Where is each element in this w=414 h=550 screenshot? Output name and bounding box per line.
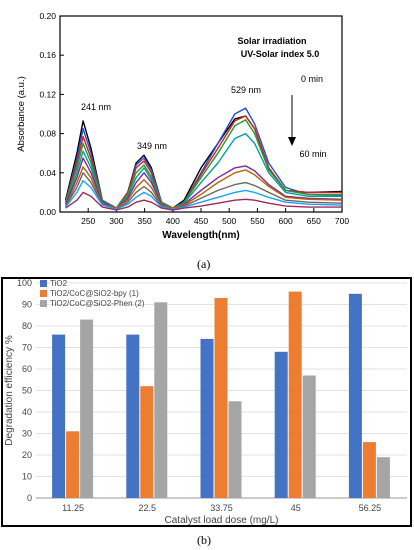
x-tick-label: 550: [250, 216, 264, 226]
y-tick-label: 50: [22, 386, 32, 396]
bar: [200, 338, 214, 498]
x-tick-label: 250: [81, 216, 95, 226]
bar: [362, 442, 376, 498]
bar: [66, 431, 80, 498]
legend-label: TiO2/CoC@SiO2-Phen (2): [50, 299, 145, 308]
caption-b: (b): [197, 533, 211, 547]
y-tick-label: 10: [22, 472, 32, 482]
bar: [302, 375, 316, 498]
x-tick-label: 22.5: [139, 503, 157, 513]
bar: [376, 457, 390, 498]
y-tick-label: 90: [22, 300, 32, 310]
x-tick-label: 300: [109, 216, 123, 226]
caption-a: (a): [197, 257, 211, 271]
spectrum-line: [64, 166, 343, 209]
bar: [348, 293, 362, 499]
y-tick-label: 0.20: [39, 11, 56, 21]
figure-border: [1, 277, 412, 527]
y-tick-label: 20: [22, 450, 32, 460]
bar: [140, 386, 154, 498]
degradation-efficiency-chart: 0 10 20 30 40 50 60 70 80 90 100 11.25 22.5 33.75 45 56…: [1, 277, 412, 527]
x-axis-label: Wavelength(nm): [162, 230, 239, 241]
x-tick-label: 650: [307, 216, 321, 226]
bar: [80, 319, 94, 498]
bar: [154, 302, 168, 498]
peak-label: 241 nm: [81, 102, 111, 112]
bar: [214, 298, 228, 498]
time-end-label: 60 min: [299, 149, 326, 159]
bar: [274, 351, 288, 498]
y-tick-label: 80: [22, 321, 32, 331]
x-tick-label: 350: [138, 216, 152, 226]
x-axis-label: Catalyst load dose (mg/L): [165, 515, 279, 526]
y-tick-label: 40: [22, 407, 32, 417]
legend-label: TiO2: [50, 279, 68, 288]
y-tick-label: 0.04: [39, 168, 56, 178]
bar: [228, 401, 242, 499]
legend-label: TiO2/CoC@SiO2-bpy (1): [50, 289, 139, 298]
y-tick-label: 70: [22, 343, 32, 353]
y-tick-label: 0: [27, 493, 32, 503]
y-axis-label: Absorbance (a.u.): [16, 76, 27, 152]
y-tick-label: 0.00: [39, 207, 56, 217]
time-arrow-head: [288, 137, 296, 146]
spectrum-line: [65, 191, 342, 211]
x-tick-label: 11.25: [62, 503, 84, 513]
legend-swatch: [40, 290, 47, 297]
y-tick-label: 60: [22, 364, 32, 374]
y-tick-label: 30: [22, 429, 32, 439]
time-start-label: 0 min: [301, 74, 323, 84]
x-tick-label: 700: [335, 216, 349, 226]
bar: [126, 334, 140, 498]
x-tick-label: 450: [194, 216, 208, 226]
x-tick-label: 600: [279, 216, 293, 226]
x-tick-label: 45: [291, 503, 301, 513]
x-tick-label: 400: [166, 216, 180, 226]
y-tick-label: 0.16: [39, 50, 56, 60]
peak-label: 529 nm: [231, 85, 261, 95]
absorbance-spectrum-chart: 250 300 350 400 450 500 550 600 650 700 0.00 0.04 0.…: [16, 11, 349, 241]
bar: [288, 291, 302, 498]
y-tick-label: 0.12: [39, 89, 56, 99]
y-tick-label: 100: [17, 278, 32, 288]
spectrum-line: [64, 157, 343, 209]
condition-label: Solar irradiation: [237, 36, 306, 46]
legend-swatch: [40, 300, 47, 307]
condition-label: UV-Solar index 5.0: [241, 49, 320, 59]
y-axis-label: Degradation efficiency %: [4, 335, 15, 446]
spectrum-line: [65, 179, 343, 210]
x-tick-label: 33.75: [210, 503, 233, 513]
bar: [52, 334, 66, 498]
x-tick-label: 500: [222, 216, 236, 226]
x-tick-label: 56.25: [359, 503, 382, 513]
peak-label: 349 nm: [137, 141, 167, 151]
y-tick-label: 0.08: [39, 129, 56, 139]
legend-swatch: [40, 280, 47, 287]
